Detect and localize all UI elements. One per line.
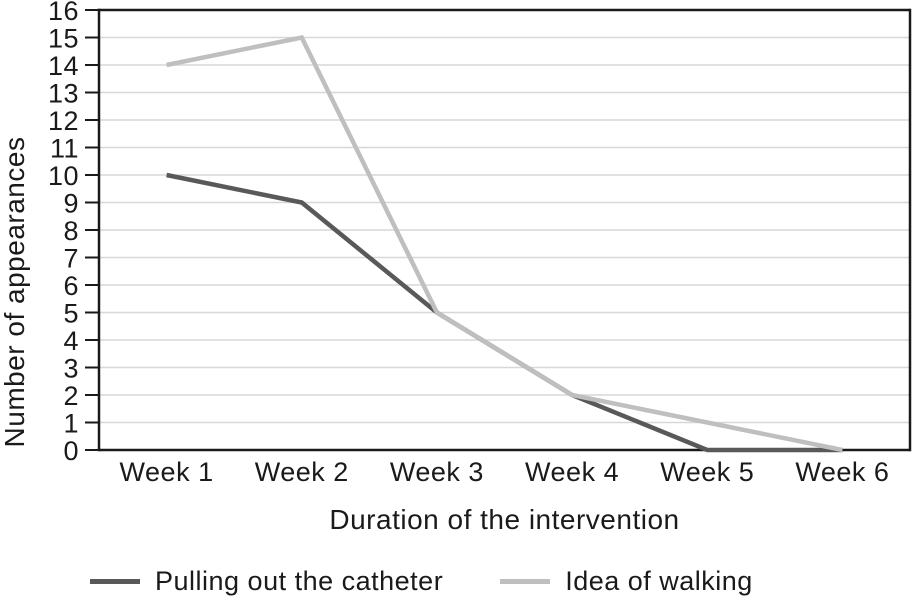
y-tick-label: 6 [63, 271, 79, 301]
y-tick-label: 2 [63, 381, 79, 411]
y-tick-label: 0 [63, 436, 79, 466]
y-tick-label: 5 [63, 299, 79, 329]
series-line-1 [166, 34, 843, 453]
y-tick-label: 7 [63, 244, 79, 274]
y-tick-label: 3 [63, 354, 79, 384]
x-tick-label: Week 1 [120, 457, 214, 487]
y-tick-label: 8 [63, 216, 79, 246]
legend-item-0: Pulling out the catheter [90, 566, 443, 597]
legend-item-1: Idea of walking [500, 566, 753, 597]
y-tick-label: 14 [48, 51, 79, 81]
x-tick-label: Week 4 [525, 457, 619, 487]
y-tick-label: 4 [63, 326, 79, 356]
x-axis-title: Duration of the intervention [329, 504, 680, 535]
plot-area: Number of appearances 012345678910111213… [0, 0, 912, 487]
legend-label: Pulling out the catheter [155, 566, 444, 596]
legend-swatch-icon [500, 579, 551, 584]
y-tick-label: 1 [63, 409, 79, 439]
y-tick-label: 16 [48, 0, 79, 26]
y-tick-label: 10 [48, 161, 79, 191]
x-tick-label: Week 6 [795, 457, 889, 487]
y-tick-label: 15 [48, 24, 79, 54]
legend-label: Idea of walking [565, 566, 753, 596]
x-tick-label: Week 3 [390, 457, 484, 487]
y-tick-label: 9 [63, 189, 79, 219]
y-tick-label: 12 [48, 106, 79, 136]
legend: Pulling out the catheter Idea of walking [90, 566, 753, 597]
legend-swatch-icon [90, 579, 140, 584]
x-tick-label: Week 2 [255, 457, 349, 487]
x-tick-label: Week 5 [660, 457, 754, 487]
y-tick-label: 11 [50, 134, 79, 164]
y-axis-title: Number of appearances [0, 137, 30, 448]
y-tick-label: 13 [48, 79, 79, 109]
